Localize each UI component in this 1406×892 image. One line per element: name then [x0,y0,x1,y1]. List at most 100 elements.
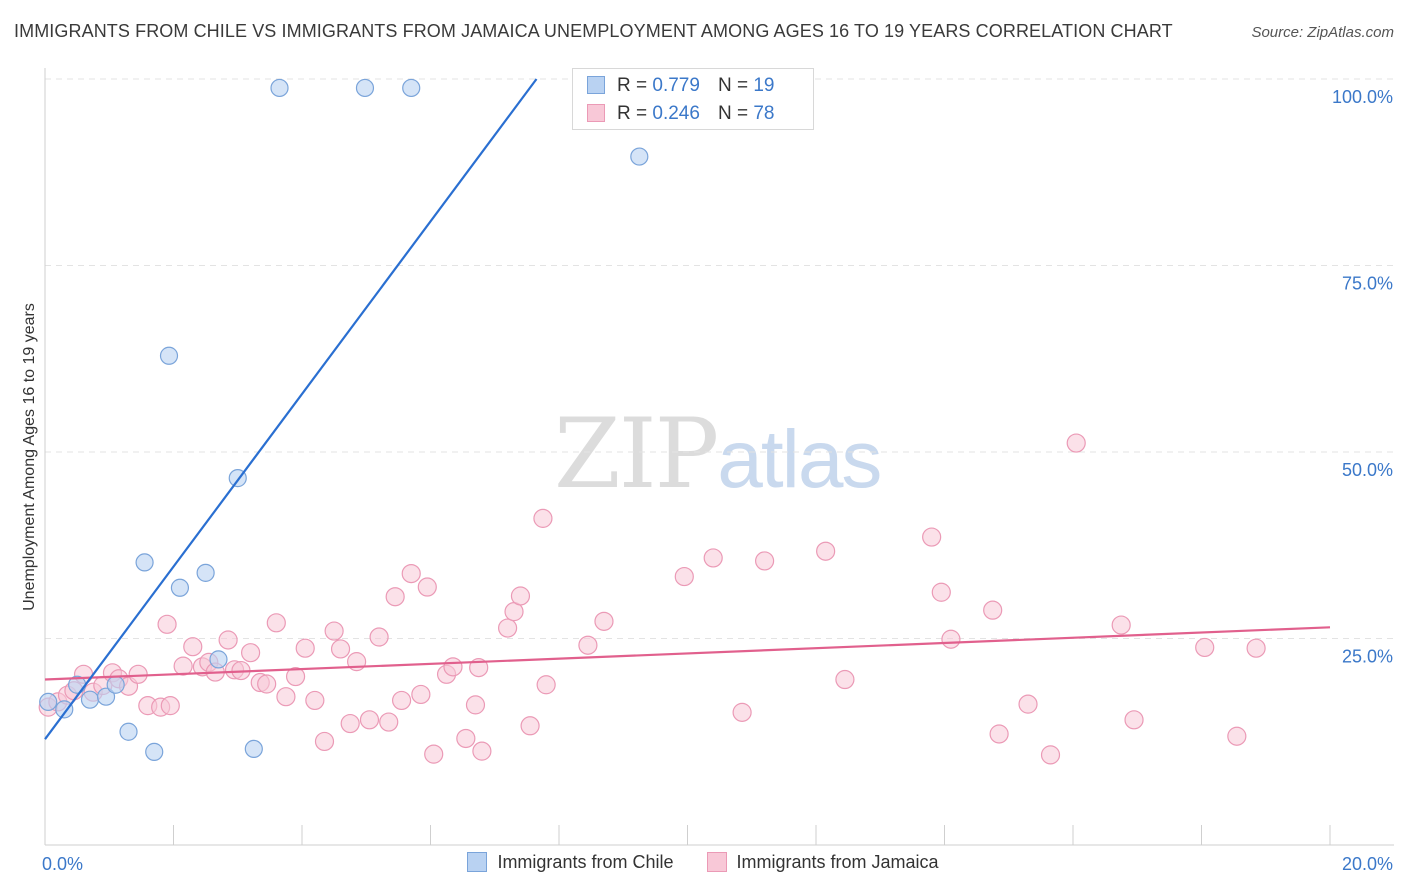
legend-item-jamaica[interactable]: Immigrants from Jamaica [706,852,939,873]
jamaica-point [754,551,775,571]
jamaica-trend-line [44,626,1331,681]
correlation-legend: R = 0.779 N = 19 R = 0.246 N = 78 [572,68,814,130]
r-label: R = [617,75,648,96]
n-value-chile: 19 [753,75,775,96]
x-tick-label: 20.0% [1342,854,1393,874]
n-label: N = [717,103,749,124]
series-legend: Immigrants from Chile Immigrants from Ja… [0,852,1406,873]
jamaica-point [520,716,540,736]
jamaica-point [941,629,961,649]
chile-point [106,675,125,694]
jamaica-point [305,690,325,711]
jamaica-point [510,586,531,606]
jamaica-point [257,674,277,694]
source-label: Source: ZipAtlas.com [1251,24,1394,41]
legend-item-chile[interactable]: Immigrants from Chile [467,852,673,873]
jamaica-point [401,563,421,584]
jamaica-point [330,639,351,659]
jamaica-point [369,627,389,647]
chile-trend-line [44,78,538,740]
chile-point [196,563,215,582]
jamaica-point [218,630,238,650]
jamaica-point [922,527,942,547]
jamaica-point [931,582,951,602]
jamaica-point [1124,710,1144,730]
legend-label-jamaica: Immigrants from Jamaica [736,852,939,872]
jamaica-point [1018,694,1038,714]
chile-point [135,553,154,572]
r-label: R = [617,103,648,124]
jamaica-point [417,577,437,597]
axes [44,68,1394,846]
chart-title: IMMIGRANTS FROM CHILE VS IMMIGRANTS FROM… [14,21,1173,41]
x-tick-label: 0.0% [42,854,83,874]
chile-point [170,578,190,597]
chile-point [630,147,649,166]
n-label: N = [717,75,749,96]
y-tick-labels: 25.0% 50.0% 75.0% 100.0% [1332,87,1393,667]
jamaica-point [1195,637,1215,658]
jamaica-point [498,618,518,638]
jamaica-point [183,637,203,657]
watermark: ZIPatlas [554,398,882,510]
legend-row-jamaica: R = 0.246 N = 78 [587,103,774,125]
jamaica-swatch [587,104,605,122]
jamaica-point [732,702,752,722]
jamaica-point [989,724,1009,744]
jamaica-point [241,643,261,663]
jamaica-point [443,657,463,677]
chile-point [80,690,100,709]
jamaica-point [835,669,855,690]
jamaica-point [379,712,399,732]
legend-row-chile: R = 0.779 N = 19 [587,75,774,97]
chile-point [270,78,289,98]
trend-lines [44,78,1331,740]
jamaica-point [1111,615,1131,635]
jamaica-point [276,687,296,707]
chile-point [355,78,375,98]
chile-point [209,650,228,669]
jamaica-point [1066,433,1086,453]
jamaica-point [314,731,335,752]
chile-point [119,722,138,741]
chile-point [145,742,164,761]
r-value-chile: 0.779 [652,75,700,96]
chile-point [159,346,179,365]
jamaica-point [674,566,694,587]
n-value-jamaica: 78 [753,103,775,124]
jamaica-point [1227,726,1247,746]
r-value-jamaica: 0.246 [652,103,700,124]
y-tick-label: 75.0% [1342,274,1393,294]
jamaica-point [1040,745,1061,765]
jamaica-point [157,614,177,634]
y-tick-label: 100.0% [1332,87,1393,107]
jamaica-point [472,741,492,761]
jamaica-point [456,728,476,749]
jamaica-point [594,611,614,631]
chile-point [244,739,263,759]
jamaica-point [359,710,380,730]
y-tick-label: 25.0% [1342,647,1393,667]
jamaica-point [324,621,344,641]
x-tick-labels: 0.0% 20.0% [42,854,1393,874]
jamaica-point [385,587,405,607]
legend-label-chile: Immigrants from Chile [497,852,674,872]
chile-point [55,700,74,719]
jamaica-swatch [706,852,727,872]
jamaica-point [266,613,286,633]
chile-point [402,78,421,98]
y-tick-label: 50.0% [1342,460,1393,480]
jamaica-point [295,638,315,658]
jamaica-points [38,433,1266,765]
jamaica-point [536,675,556,695]
jamaica-point [465,695,486,715]
jamaica-point [424,744,444,764]
jamaica-point [703,548,723,568]
jamaica-point [1246,638,1266,658]
chile-swatch [587,76,605,94]
jamaica-point [128,664,148,684]
y-axis-label: Unemployment Among Ages 16 to 19 years [21,303,38,611]
jamaica-point [983,600,1003,620]
jamaica-point [160,696,180,716]
